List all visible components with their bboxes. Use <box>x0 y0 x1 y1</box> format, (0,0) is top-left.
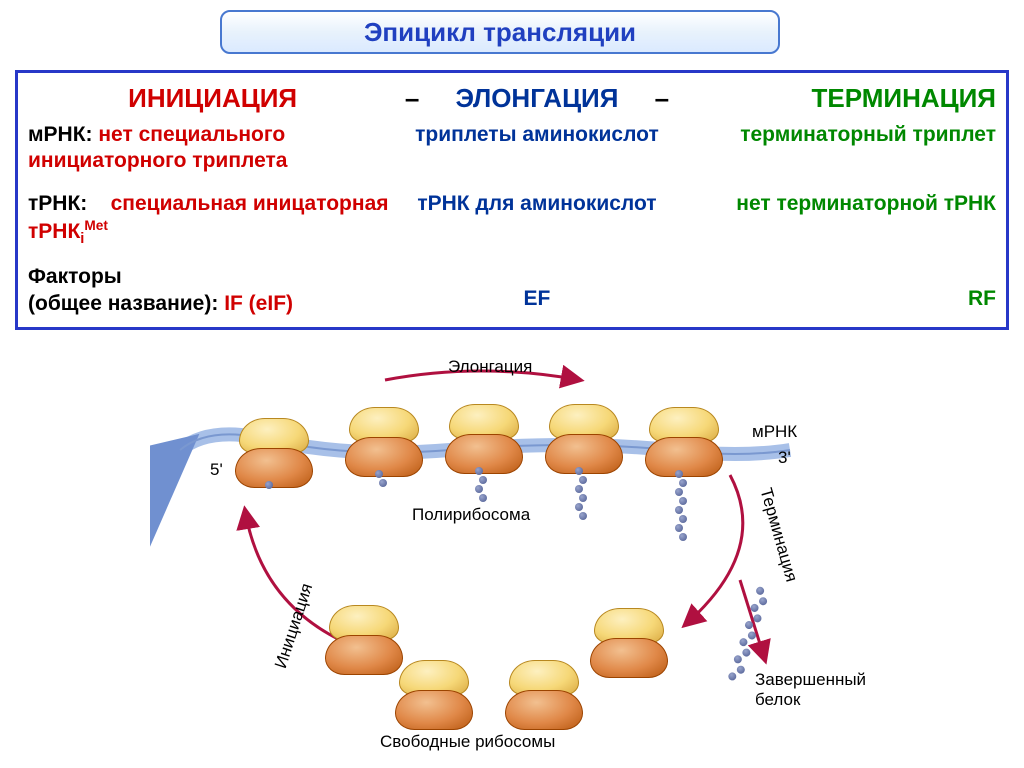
mrna-elong: триплеты аминокислот <box>415 123 659 146</box>
page-title: Эпицикл трансляции <box>364 17 636 48</box>
mrna-label: мРНК: <box>28 123 93 146</box>
translation-cycle-diagram: Элонгация 5' мРНК 3' Полирибосома Инициа… <box>150 350 870 750</box>
label-polyribosome: Полирибосома <box>412 505 530 525</box>
phase-table: ИНИЦИАЦИЯ – ЭЛОНГАЦИЯ – ТЕРМИНАЦИЯ мРНК:… <box>15 70 1009 330</box>
header-dash-1: – <box>405 83 419 113</box>
factors-init: IF (eIF) <box>224 292 293 315</box>
trna-label: тРНК: <box>28 192 87 215</box>
ribosome <box>505 660 583 732</box>
peptide-chain <box>267 480 273 490</box>
factors-label2: (общее название): <box>28 292 218 315</box>
factors-term: RF <box>968 287 996 310</box>
label-5prime: 5' <box>210 460 223 480</box>
factors-label1: Факторы <box>28 265 122 288</box>
header-initiation: ИНИЦИАЦИЯ <box>128 83 297 113</box>
trna-term: нет терминаторной тРНК <box>736 192 996 215</box>
mrna-term: терминаторный триплет <box>740 123 996 146</box>
ribosome <box>395 660 473 732</box>
ribosome <box>545 404 623 476</box>
header-termination: ТЕРМИНАЦИЯ <box>812 83 997 113</box>
termination-arrow <box>685 475 743 625</box>
label-termination: Терминация <box>755 486 801 585</box>
trna-row: тРНК: специальная иницаторная тРНКiMet т… <box>18 187 1006 253</box>
header-row: ИНИЦИАЦИЯ – ЭЛОНГАЦИЯ – ТЕРМИНАЦИЯ <box>18 73 1006 118</box>
label-initiation: Инициация <box>271 581 317 671</box>
peptide-chain <box>377 469 387 488</box>
peptide-chain <box>677 469 687 542</box>
peptide-chain <box>577 466 587 521</box>
ribosome <box>235 418 313 490</box>
factors-row: Факторы (общее название): IF (eIF) EF RF <box>18 260 1006 321</box>
ribosome <box>445 404 523 476</box>
ribosome <box>590 608 668 680</box>
label-elongation: Элонгация <box>448 357 532 377</box>
label-finished-protein: Завершенный белок <box>755 670 885 710</box>
label-mrna: мРНК <box>752 422 797 442</box>
ribosome <box>345 407 423 479</box>
peptide-chain <box>477 466 487 503</box>
ribosome <box>325 605 403 677</box>
title-box: Эпицикл трансляции <box>220 10 780 54</box>
ribosome <box>645 407 723 479</box>
trna-elong: тРНК для аминокислот <box>417 192 656 215</box>
header-dash-2: – <box>655 83 669 113</box>
header-elongation: ЭЛОНГАЦИЯ <box>455 83 618 113</box>
mrna-row: мРНК: нет специального инициаторного три… <box>18 118 1006 179</box>
label-3prime: 3' <box>778 448 791 468</box>
label-free-ribosomes: Свободные рибосомы <box>380 732 555 752</box>
factors-elong: EF <box>524 287 551 310</box>
